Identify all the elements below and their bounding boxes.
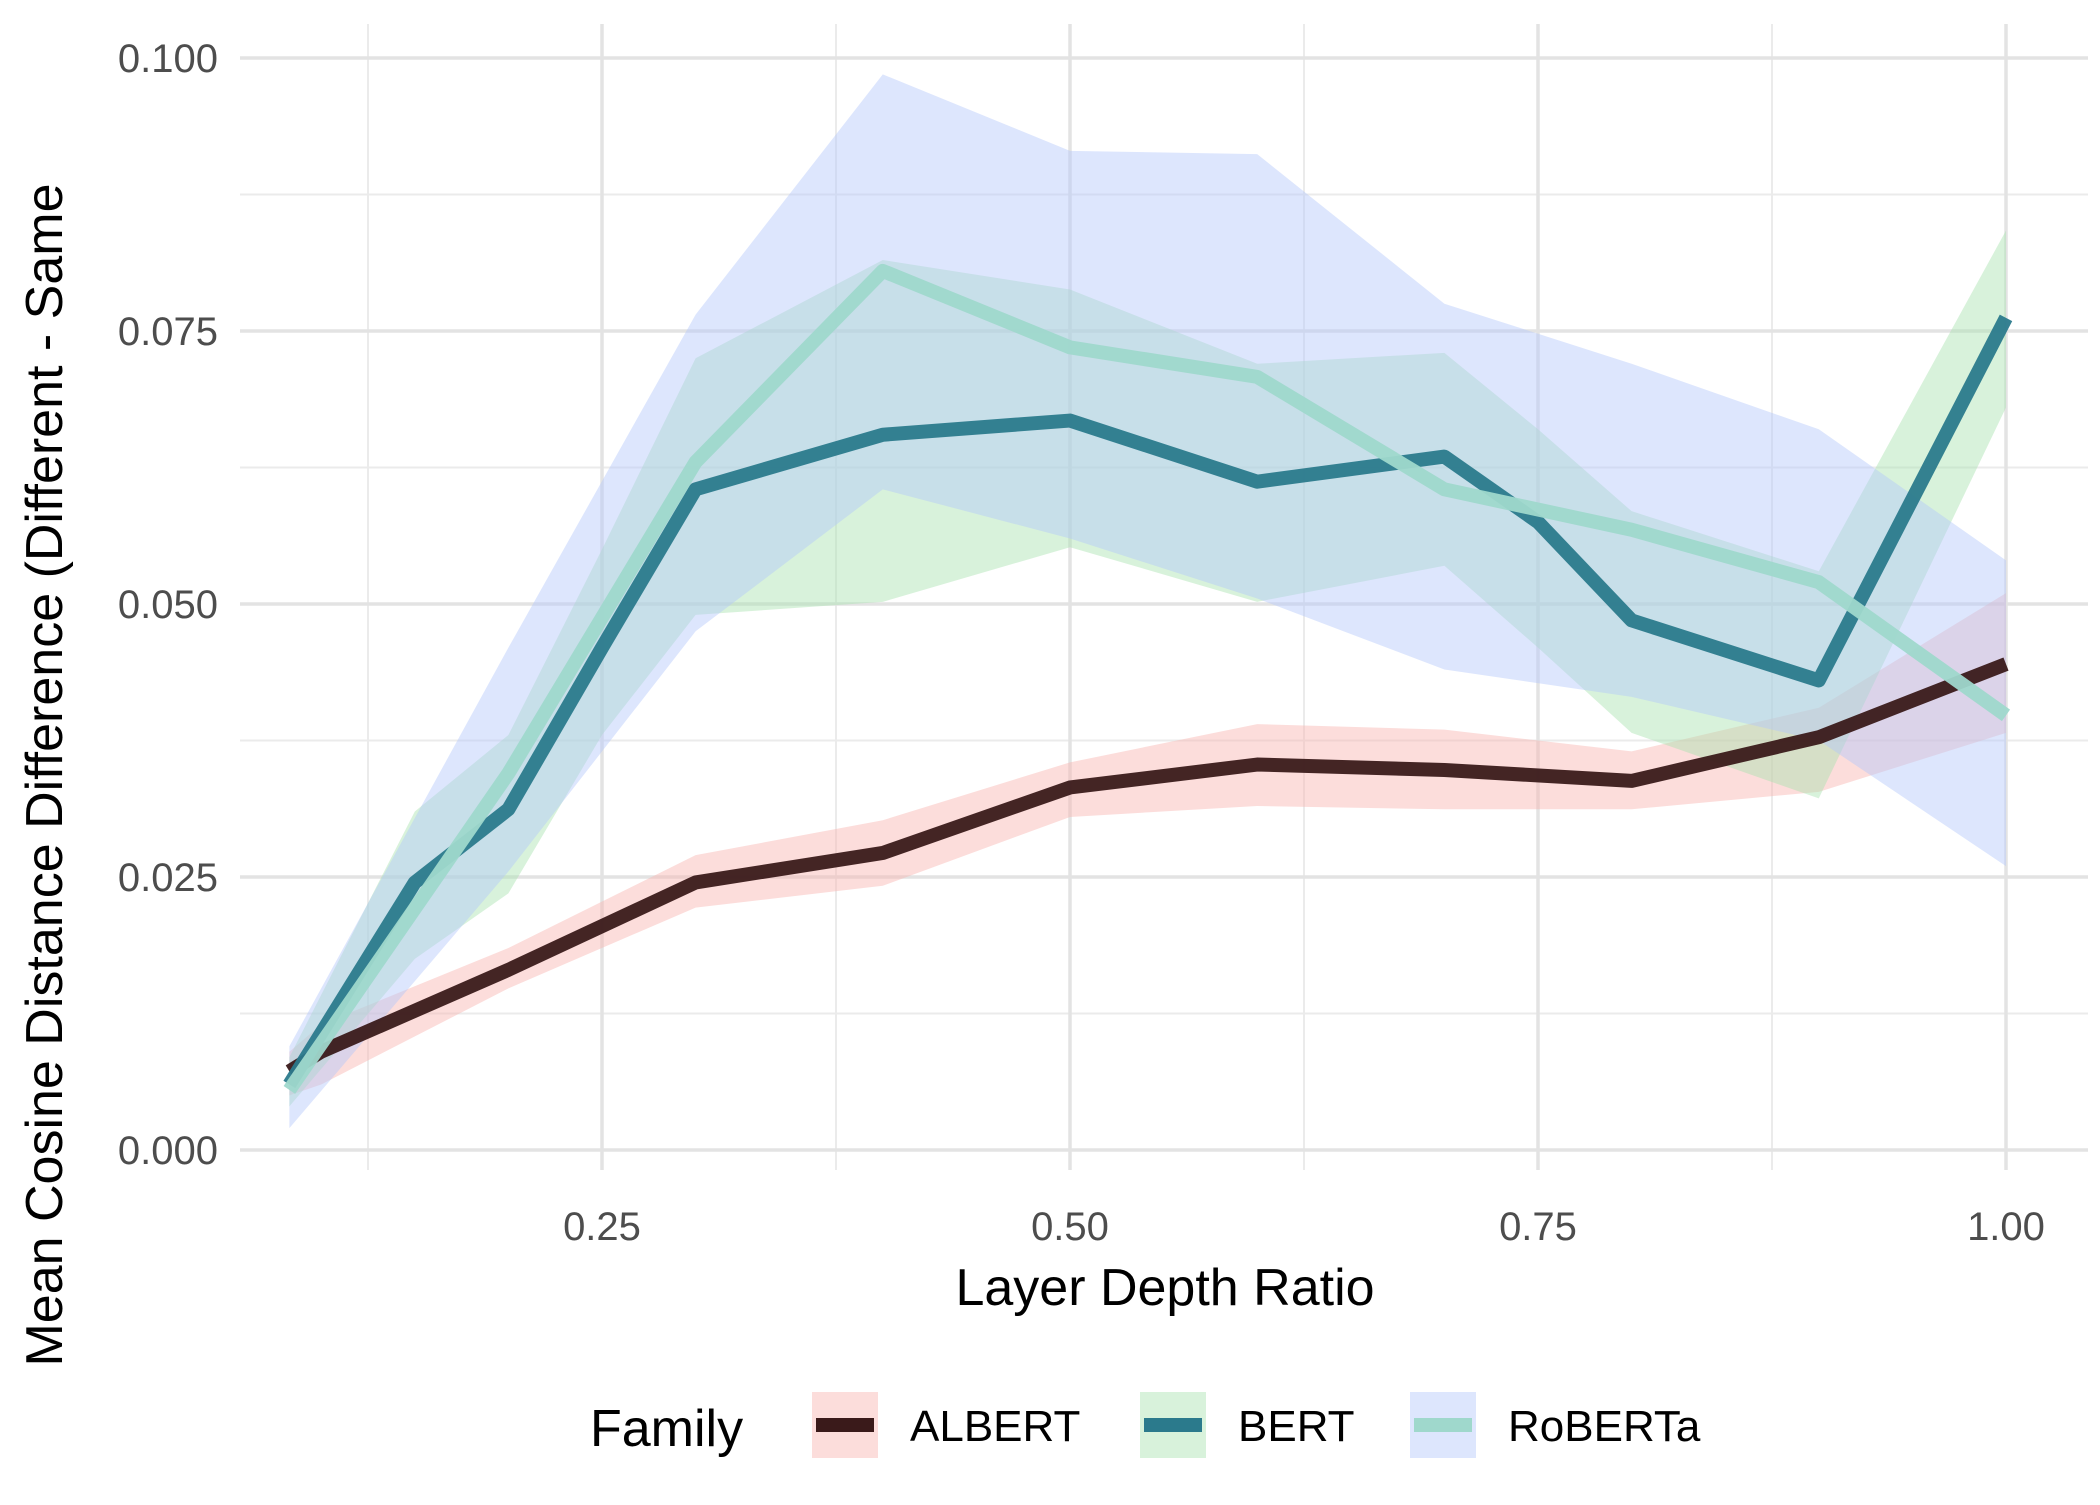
legend-label-bert: BERT — [1238, 1402, 1355, 1451]
grid-major — [240, 24, 2088, 1170]
y-tick-label: 0.100 — [118, 37, 218, 81]
x-tick-label: 0.25 — [563, 1205, 641, 1249]
band-bert — [289, 230, 2007, 1107]
x-axis-ticks: 0.25 0.50 0.75 1.00 — [563, 1205, 2045, 1249]
y-tick-label: 0.075 — [118, 310, 218, 354]
legend: Family ALBERT BERT RoBERTa — [590, 1392, 1701, 1458]
line-roberta — [283, 263, 2011, 1094]
y-axis-title: Mean Cosine Distance Difference (Differe… — [16, 183, 74, 1366]
y-tick-label: 0.050 — [118, 583, 218, 627]
legend-label-roberta: RoBERTa — [1508, 1402, 1701, 1451]
x-axis-title: Layer Depth Ratio — [955, 1259, 1374, 1317]
series-lines — [283, 263, 2013, 1094]
line-bert — [283, 314, 2013, 1089]
x-tick-label: 1.00 — [1967, 1205, 2045, 1249]
band-roberta — [289, 74, 2007, 1129]
legend-title: Family — [590, 1400, 743, 1458]
legend-label-albert: ALBERT — [910, 1402, 1080, 1451]
x-tick-label: 0.50 — [1031, 1205, 1109, 1249]
y-tick-label: 0.025 — [118, 856, 218, 900]
y-tick-label: 0.000 — [118, 1129, 218, 1173]
line-albert — [285, 657, 2009, 1078]
x-tick-label: 0.75 — [1499, 1205, 1577, 1249]
y-axis-ticks: 0.000 0.025 0.050 0.075 0.100 — [118, 37, 218, 1173]
confidence-bands — [289, 74, 2007, 1129]
